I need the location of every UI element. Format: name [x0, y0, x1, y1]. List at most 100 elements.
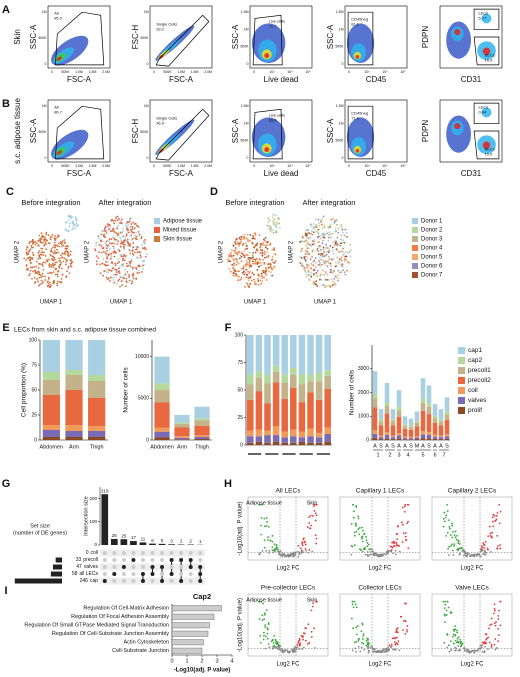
density	[264, 53, 270, 59]
umap-point	[327, 284, 330, 287]
volcano-point	[264, 626, 267, 628]
umap-point	[143, 246, 146, 249]
volcano-point	[269, 539, 272, 542]
umap-point	[118, 272, 121, 274]
umap-point	[114, 251, 117, 254]
umap-point	[320, 258, 322, 261]
volcano-point	[354, 534, 356, 537]
umap-point	[137, 246, 140, 249]
gate-value: 5.77	[478, 16, 487, 21]
umap-point	[122, 262, 125, 265]
y-tick-label: 0	[342, 62, 344, 66]
volcano-point	[454, 530, 457, 533]
umap-point	[327, 251, 330, 254]
umap-point	[135, 245, 138, 248]
volcano-point	[404, 535, 407, 538]
umap-point	[127, 223, 129, 226]
volcano-point	[498, 522, 501, 525]
umap-point	[344, 228, 347, 231]
umap-point	[136, 251, 139, 254]
bar-segment	[298, 437, 306, 442]
umap-point	[63, 252, 65, 255]
umap-point	[132, 254, 135, 256]
bar-segment	[264, 403, 271, 431]
umap-point	[54, 273, 57, 276]
volcano-point	[310, 609, 313, 612]
bar-segment	[420, 438, 426, 440]
volcano-point	[478, 552, 481, 555]
umap-point	[252, 260, 254, 263]
bar-segment	[378, 435, 384, 438]
volcano-point	[406, 630, 408, 633]
volcano-point	[353, 516, 355, 519]
volcano-point	[300, 635, 303, 637]
umap-point	[344, 255, 347, 258]
matrix-dot	[198, 551, 203, 555]
volcano-point	[494, 609, 496, 612]
bar-segment	[426, 432, 432, 436]
volcano-point	[476, 649, 479, 652]
panel-label: G	[2, 478, 11, 490]
umap-point	[319, 262, 322, 265]
y-tick-label: 200	[89, 496, 97, 501]
bar-segment	[264, 435, 271, 443]
umap-point	[117, 233, 120, 236]
umap-point	[97, 237, 100, 240]
umap-point	[68, 222, 71, 225]
umap-point	[272, 220, 275, 223]
umap-point	[337, 262, 340, 265]
volcano-point	[456, 534, 459, 537]
bar-segment	[247, 442, 254, 445]
umap-point	[263, 261, 266, 264]
umap-point	[261, 269, 264, 272]
umap-point	[317, 228, 320, 231]
gate	[473, 102, 500, 124]
umap-point	[310, 266, 312, 269]
bar-segment	[174, 427, 190, 437]
umap-point	[95, 242, 97, 244]
umap-point	[131, 274, 134, 277]
y-tick-label: Regulation Of Cell-Substrate Junction As…	[52, 631, 169, 637]
umap-point	[239, 238, 242, 241]
legend-label: valves	[468, 397, 487, 404]
umap-point	[109, 280, 111, 282]
volcano-point	[474, 649, 477, 652]
volcano-point	[267, 628, 269, 631]
sample-label: A	[385, 443, 389, 449]
volcano-point	[499, 510, 502, 513]
bar-segment	[438, 419, 444, 422]
set-size-bar	[50, 571, 62, 577]
y-tick-label: 500K	[38, 36, 47, 40]
legend-swatch	[154, 227, 160, 233]
umap-point	[37, 280, 39, 283]
volcano-point	[497, 618, 500, 620]
umap-point	[300, 264, 303, 267]
umap-point	[254, 238, 256, 240]
umap-point	[305, 273, 308, 276]
umap-point	[343, 241, 346, 244]
umap-point	[134, 234, 137, 237]
umap-point	[66, 244, 68, 247]
x-tick-label: 10³	[364, 70, 370, 74]
umap-point	[116, 243, 119, 245]
matrix-dot	[150, 565, 155, 569]
volcano-point	[391, 637, 394, 640]
umap-point	[240, 276, 243, 279]
volcano-point	[277, 643, 280, 646]
umap-point	[101, 247, 104, 250]
umap-point	[28, 274, 31, 277]
legend-swatch	[154, 218, 160, 224]
flow-plot	[439, 99, 503, 163]
umap-point	[126, 227, 128, 230]
umap-point	[75, 220, 78, 222]
bar-segment	[372, 407, 378, 431]
umap-point	[64, 228, 67, 230]
umap-point	[54, 246, 56, 249]
panel-label: E	[2, 322, 9, 334]
umap-point	[112, 229, 115, 232]
matrix-dot	[102, 551, 107, 555]
volcano-point	[291, 552, 294, 555]
umap-point	[68, 219, 70, 221]
x-tick-label: Thigh	[90, 444, 104, 450]
umap-point	[109, 269, 111, 272]
